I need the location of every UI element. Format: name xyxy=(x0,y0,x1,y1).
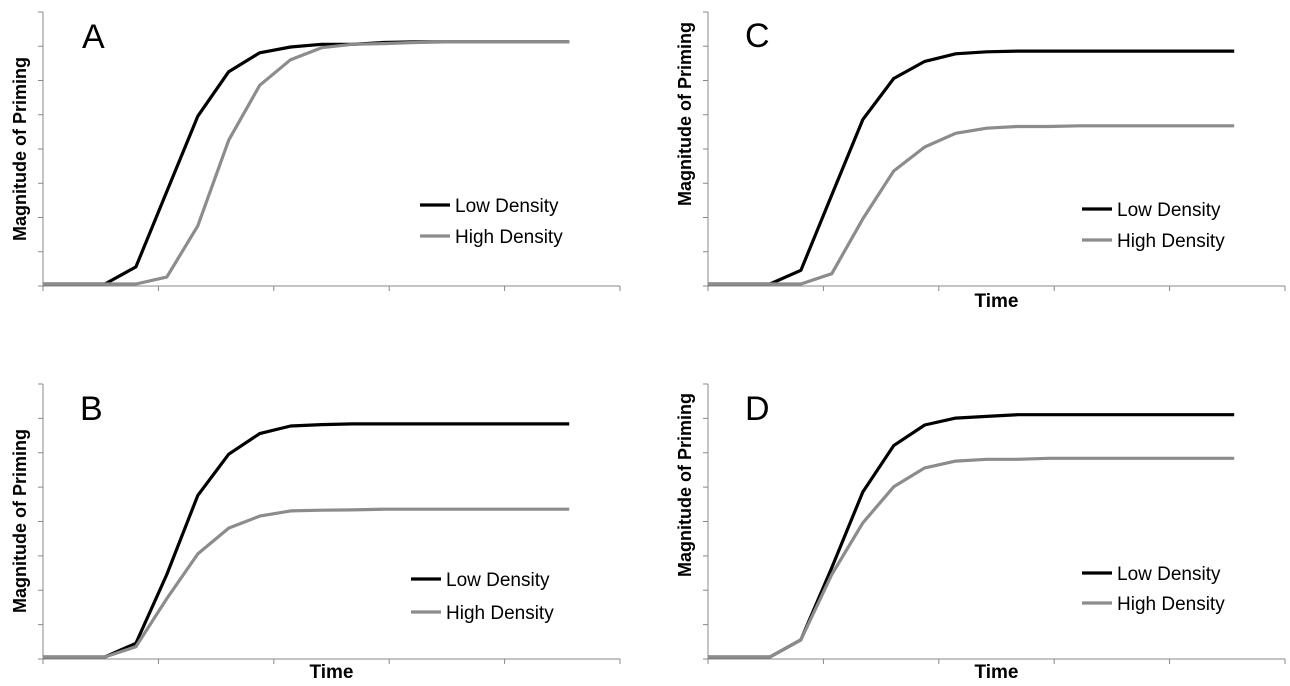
legend-label: High Density xyxy=(446,603,554,624)
legend-label: High Density xyxy=(455,227,563,248)
x-axis-label: Time xyxy=(974,662,1018,683)
panel-label: D xyxy=(745,390,770,428)
chart-panel-d: Low Density High Density D Magnitude of Pri… xyxy=(675,383,1286,683)
legend-label: High Density xyxy=(1117,594,1225,615)
series-line-high-density xyxy=(708,124,1235,286)
legend-label: Low Density xyxy=(455,196,559,217)
x-axis-label: Time xyxy=(974,291,1018,312)
y-axis-label: Magnitude of Priming xyxy=(675,393,695,577)
chart-panel-a: Low Density High Density A Magnitude of Pri… xyxy=(10,11,621,291)
series-line-high-density xyxy=(43,507,570,659)
panel-label: B xyxy=(80,390,103,428)
panel-label: A xyxy=(82,18,105,56)
chart-panel-c: Low Density High Density C Magnitude of Pri… xyxy=(675,11,1286,312)
y-axis-label: Magnitude of Priming xyxy=(10,57,30,241)
legend-label: Low Density xyxy=(1117,200,1221,221)
legend-label: Low Density xyxy=(1117,564,1221,585)
legend-label: Low Density xyxy=(446,570,550,591)
series-line-low-density xyxy=(43,422,570,659)
y-axis-label: Magnitude of Priming xyxy=(675,22,695,206)
series-line-low-density xyxy=(708,413,1235,659)
series-line-low-density xyxy=(708,49,1235,286)
series-line-high-density xyxy=(708,456,1235,659)
chart-panel-b: Low Density High Density B Magnitude of Pri… xyxy=(10,383,621,683)
series-line-high-density xyxy=(43,40,570,286)
panel-label: C xyxy=(745,17,770,55)
y-axis-label: Magnitude of Priming xyxy=(10,429,30,613)
legend-label: High Density xyxy=(1117,231,1225,252)
x-axis-label: Time xyxy=(309,662,353,683)
